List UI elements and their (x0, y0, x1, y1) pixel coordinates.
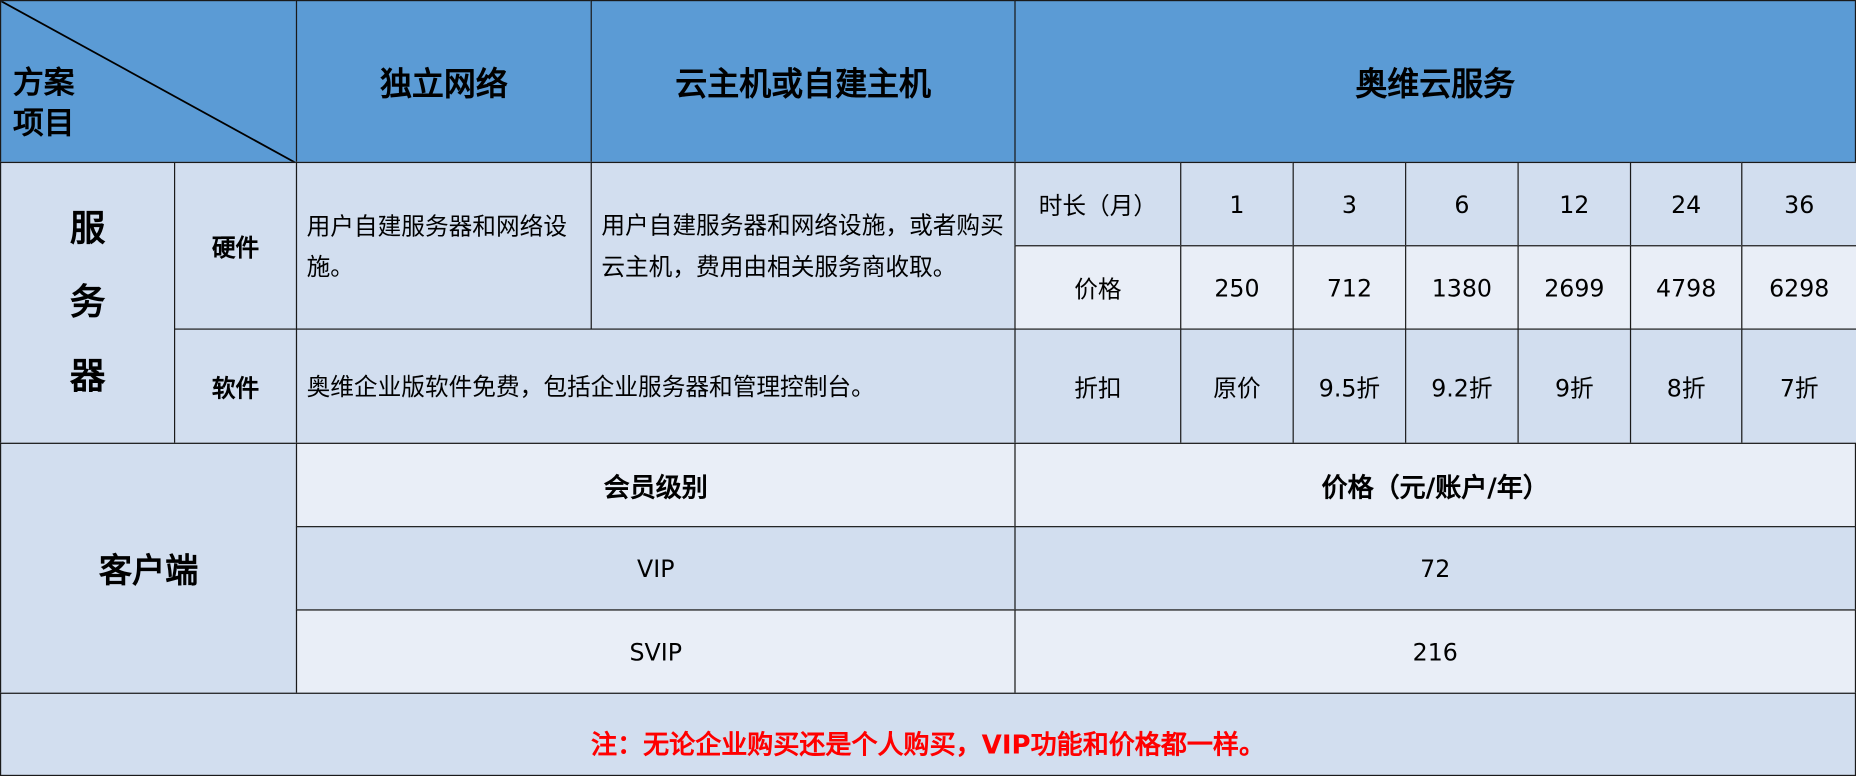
server-char: 务 (69, 281, 106, 324)
price-header: 价格（元/账户/年） (1014, 442, 1856, 528)
discount-cell: 9折 (1517, 328, 1632, 444)
duration-cell: 6 (1405, 161, 1519, 247)
price-cell: 2699 (1517, 245, 1632, 330)
discount-cell: 原价 (1180, 328, 1294, 444)
duration-cell: 3 (1292, 161, 1407, 247)
discount-cell: 9.2折 (1405, 328, 1519, 444)
corner-bottom-label: 项目 (13, 105, 75, 142)
price-cell: 712 (1292, 245, 1407, 330)
header-independent-network: 独立网络 (295, 0, 592, 164)
duration-label: 时长（月） (1014, 161, 1182, 247)
price-cell: 250 (1180, 245, 1294, 330)
server-char: 器 (69, 355, 106, 397)
hardware-independent-text: 用户自建服务器和网络设施。 (295, 161, 592, 330)
discount-cell: 7折 (1741, 328, 1856, 444)
duration-cell: 12 (1517, 161, 1632, 247)
header-cloud-host: 云主机或自建主机 (590, 0, 1016, 164)
duration-cell: 24 (1629, 161, 1743, 247)
vip-price: 72 (1014, 526, 1856, 611)
hardware-label: 硬件 (174, 161, 298, 330)
discount-cell: 8折 (1629, 328, 1743, 444)
corner-header-cell: 方案 项目 (0, 0, 299, 165)
corner-top-label: 方案 (13, 65, 75, 102)
level-header: 会员级别 (295, 442, 1016, 528)
svip-level: SVIP (295, 609, 1016, 694)
price-cell: 6298 (1741, 245, 1856, 330)
header-ovital-cloud: 奥维云服务 (1014, 0, 1856, 164)
diagonal-line (1, 1, 299, 165)
server-label-cell: 服 务 器 (0, 161, 176, 444)
price-cell: 1380 (1405, 245, 1519, 330)
note: 注：无论企业购买还是个人购买，VIP功能和价格都一样。 (0, 692, 1856, 776)
duration-cell: 1 (1180, 161, 1294, 247)
price-cell: 4798 (1629, 245, 1743, 330)
vip-level: VIP (295, 526, 1016, 611)
client-label: 客户端 (0, 442, 298, 694)
software-label: 软件 (174, 328, 298, 444)
duration-cell: 36 (1741, 161, 1856, 247)
discount-cell: 9.5折 (1292, 328, 1407, 444)
price-label: 价格 (1014, 245, 1182, 330)
hardware-cloud-text: 用户自建服务器和网络设施，或者购买云主机，费用由相关服务商收取。 (590, 161, 1016, 330)
svip-price: 216 (1014, 609, 1856, 694)
software-text: 奥维企业版软件免费，包括企业服务器和管理控制台。 (295, 328, 1016, 444)
discount-label: 折扣 (1014, 328, 1182, 444)
server-char: 服 (69, 207, 106, 250)
